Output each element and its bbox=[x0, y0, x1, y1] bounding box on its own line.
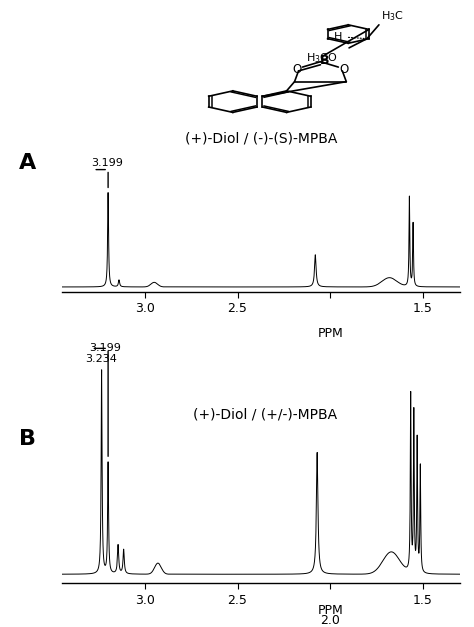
Text: PPM: PPM bbox=[317, 604, 343, 616]
Text: H$_3$C: H$_3$C bbox=[381, 9, 404, 23]
Text: H$_3$CO: H$_3$CO bbox=[306, 51, 337, 65]
Text: 3.199: 3.199 bbox=[91, 159, 123, 169]
Text: (+)-Diol / (-)-(S)-MPBA: (+)-Diol / (-)-(S)-MPBA bbox=[184, 132, 337, 145]
Text: O: O bbox=[292, 63, 301, 76]
Text: A: A bbox=[19, 153, 36, 173]
Text: 2.0: 2.0 bbox=[320, 614, 340, 627]
Text: 3.234: 3.234 bbox=[86, 354, 118, 364]
Text: B: B bbox=[19, 429, 36, 449]
Text: (+)-Diol / (+/-)-MPBA: (+)-Diol / (+/-)-MPBA bbox=[193, 408, 337, 422]
Text: 3.199: 3.199 bbox=[90, 344, 121, 354]
Text: 2.0: 2.0 bbox=[320, 344, 340, 357]
Text: PPM: PPM bbox=[317, 327, 343, 340]
Text: B: B bbox=[319, 55, 329, 68]
Text: O: O bbox=[340, 63, 349, 76]
Text: H: H bbox=[334, 32, 342, 42]
